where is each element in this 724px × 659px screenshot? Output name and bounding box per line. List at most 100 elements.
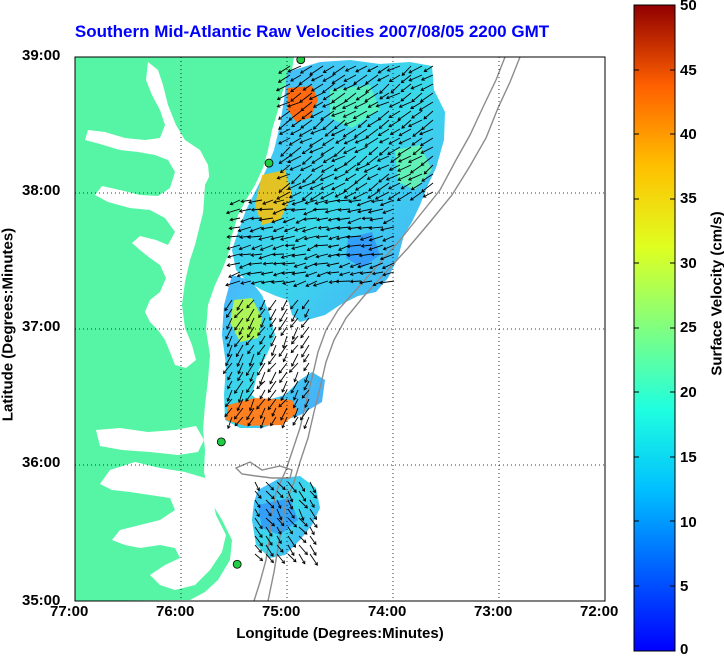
current-vector-arrowhead: [313, 552, 317, 556]
current-vector-arrow: [350, 262, 362, 268]
current-vector-arrowhead: [327, 271, 331, 275]
current-vector-arrowhead: [267, 406, 272, 411]
current-vector-arrowhead: [278, 353, 283, 357]
current-vector-arrow: [344, 137, 357, 145]
current-vector-arrowhead: [303, 236, 308, 241]
current-vector-arrowhead: [295, 220, 300, 224]
current-vector-arrowhead: [303, 358, 307, 363]
current-vector-arrow: [227, 253, 241, 258]
current-vector-arrow: [225, 280, 241, 286]
current-vector-arrowhead: [304, 504, 308, 509]
current-vector-arrowhead: [237, 377, 241, 382]
current-vector-arrowhead: [272, 211, 277, 215]
current-vector-arrowhead: [294, 238, 299, 242]
current-vector-arrowhead: [239, 252, 243, 257]
current-vector-arrowhead: [237, 399, 242, 404]
current-vector-arrow: [302, 146, 313, 154]
current-vector-arrow: [349, 199, 362, 203]
current-vector-arrow: [344, 74, 357, 82]
current-vector-arrow: [355, 182, 368, 191]
current-vector-arrow: [249, 371, 255, 382]
current-vector-arrow: [229, 226, 241, 229]
current-vector-arrowhead: [344, 169, 349, 174]
current-vector-arrowhead: [382, 238, 387, 242]
current-vector-arrow: [311, 164, 324, 172]
current-vector-arrowhead: [331, 186, 336, 191]
current-vector-arrowhead: [298, 185, 302, 190]
current-vector-arrow: [411, 137, 423, 146]
current-vector-arrowhead: [269, 334, 273, 339]
current-vector-arrow: [345, 164, 357, 174]
current-vector-arrowhead: [336, 217, 341, 222]
current-vector-arrowhead: [343, 78, 348, 82]
current-vector-arrowhead: [309, 197, 314, 201]
current-vector-arrow: [280, 235, 296, 240]
current-vector-arrowhead: [320, 186, 325, 190]
current-vector-arrow: [390, 128, 401, 135]
current-vector-arrow: [310, 128, 324, 135]
current-vector-arrowhead: [270, 559, 274, 564]
current-vector-arrow: [420, 83, 434, 91]
current-vector-arrowhead: [370, 252, 375, 257]
current-vector-arrowhead: [292, 422, 297, 426]
current-vector-arrowhead: [235, 353, 240, 358]
current-vector-arrowhead: [278, 140, 282, 145]
current-vector-arrow: [239, 244, 252, 250]
current-vector-arrow: [265, 508, 272, 517]
current-vector-arrowhead: [387, 151, 391, 155]
current-vector-arrow: [324, 199, 340, 204]
current-vector-arrow: [227, 380, 233, 389]
current-vector-arrow: [367, 191, 379, 199]
current-vector-arrowhead: [279, 318, 283, 323]
current-vector-arrow: [303, 353, 310, 363]
current-vector-arrowhead: [357, 124, 362, 128]
current-vector-arrowhead: [267, 397, 272, 402]
current-vector-arrowhead: [411, 98, 415, 103]
current-vector-arrowhead: [370, 199, 375, 204]
current-vector-arrowhead: [226, 343, 231, 348]
current-vector-arrowhead: [342, 133, 347, 138]
current-vector-arrowhead: [290, 305, 294, 310]
current-vector-arrow: [259, 253, 274, 260]
current-vector-arrow: [284, 226, 296, 232]
current-vector-arrowhead: [377, 70, 382, 74]
current-vector-arrowhead: [301, 115, 306, 120]
current-vector-arrow: [265, 490, 275, 500]
current-vector-arrowhead: [247, 350, 251, 355]
bathymetry-contour: [234, 461, 293, 479]
current-vector-arrowhead: [333, 176, 338, 180]
current-vector-arrowhead: [250, 281, 255, 285]
current-vector-arrow: [301, 344, 310, 358]
current-vector-arrow: [269, 317, 277, 327]
current-vector-arrowhead: [302, 498, 306, 502]
current-vector-arrowhead: [363, 169, 368, 173]
colorbar-tick: 5: [680, 578, 689, 595]
current-vector-arrow: [260, 353, 266, 366]
graticule: [75, 57, 605, 601]
current-vector-arrowhead: [249, 228, 254, 233]
current-vector-arrow: [327, 271, 340, 274]
y-tick-label: 36:00: [22, 454, 61, 471]
current-vector-arrowhead: [377, 132, 382, 136]
current-vector-arrowhead: [268, 512, 272, 517]
current-vector-arrow: [246, 407, 255, 420]
current-vector-arrow: [368, 244, 384, 251]
current-vector-arrow: [246, 299, 255, 309]
current-vector-arrow: [265, 526, 273, 537]
current-vector-arrow: [291, 119, 302, 127]
current-vector-arrow: [357, 199, 373, 206]
current-vector-arrow: [411, 182, 423, 191]
current-vector-arrow: [300, 119, 313, 129]
current-vector-arrowhead: [332, 71, 336, 75]
current-vector-arrowhead: [412, 133, 417, 137]
current-vector-arrow: [387, 146, 401, 155]
current-vector-arrowhead: [262, 261, 267, 266]
current-vector-arrowhead: [290, 389, 295, 394]
current-vector-arrow: [344, 155, 357, 166]
current-vector-arrowhead: [328, 236, 333, 241]
current-vector-arrowhead: [364, 98, 369, 102]
current-vector-arrowhead: [346, 244, 350, 249]
current-vector-arrow: [334, 119, 346, 129]
current-vector-arrowhead: [376, 158, 381, 162]
